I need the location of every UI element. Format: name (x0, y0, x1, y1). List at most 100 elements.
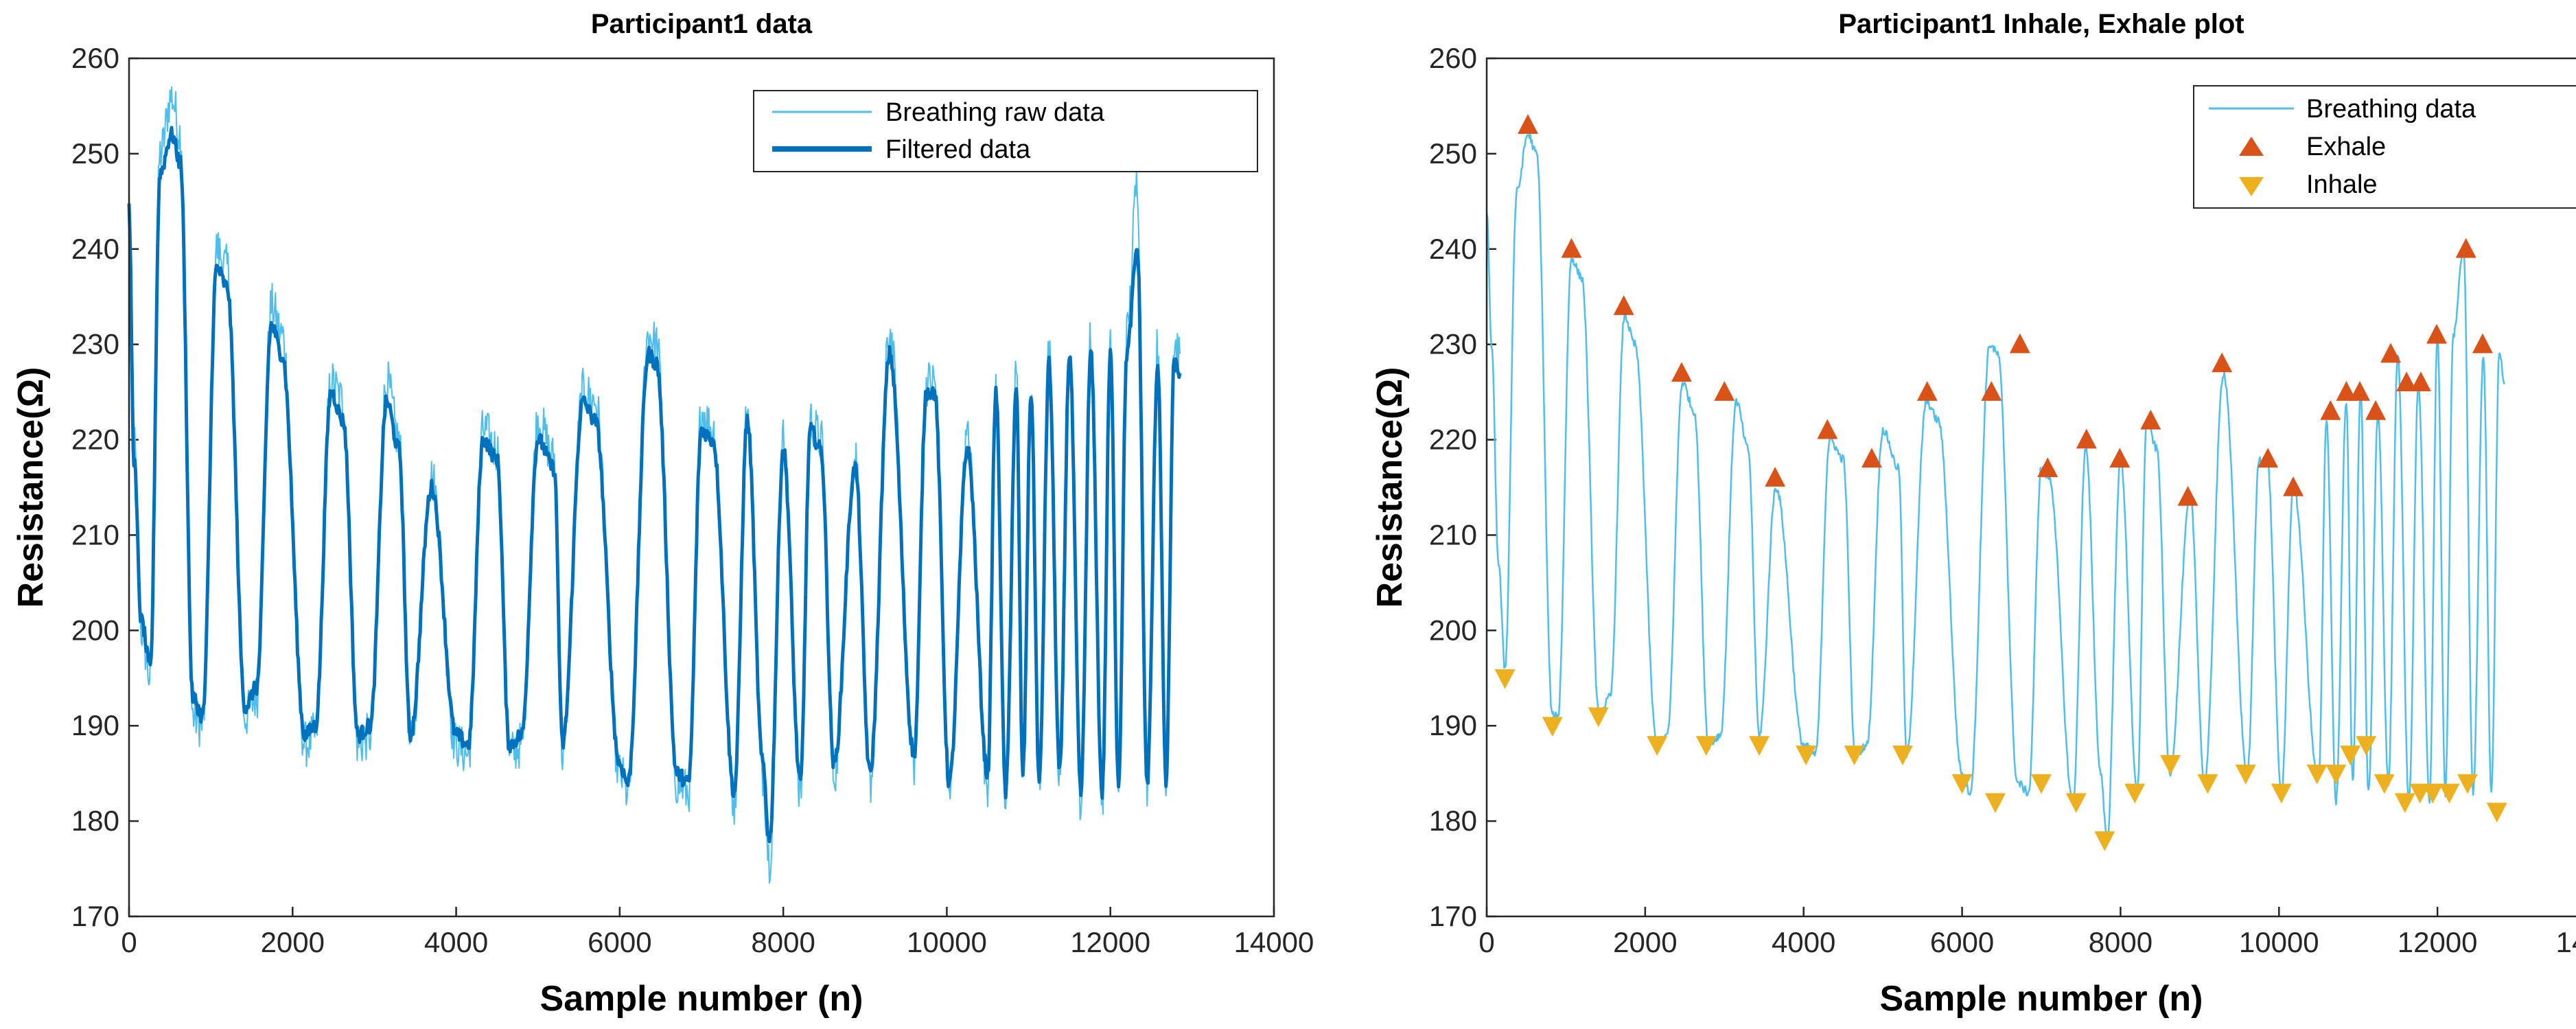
exhale-marker (1671, 362, 1692, 382)
y-tick-label: 210 (1429, 518, 1477, 551)
series-line-breathing-raw-data (128, 86, 1181, 884)
exhale-marker (2426, 323, 2447, 344)
series-line-filtered-data (127, 126, 1182, 844)
inhale-marker (1494, 669, 1516, 689)
y-tick-label: 170 (71, 900, 119, 932)
exhale-marker (2349, 381, 2371, 401)
legend-swatch-exhale (2239, 137, 2264, 156)
legend: Breathing data Exhale Inhale (2193, 85, 2576, 209)
inhale-marker (1647, 736, 1668, 756)
exhale-marker (2320, 400, 2341, 420)
x-axis-label: Sample number (n) (1880, 979, 2203, 1019)
exhale-marker (2258, 448, 2279, 468)
exhale-marker (2380, 343, 2402, 363)
x-tick-label: 6000 (1930, 926, 1994, 958)
inhale-marker (2235, 764, 2256, 785)
legend-label-inhale: Inhale (2306, 170, 2378, 199)
inhale-marker (1985, 793, 2006, 813)
exhale-marker (2410, 371, 2431, 392)
inhale-marker (2065, 793, 2087, 813)
exhale-marker (1916, 381, 1938, 401)
exhale-marker (1613, 295, 1634, 315)
y-tick-label: 200 (71, 614, 119, 646)
x-tick-label: 6000 (588, 926, 651, 958)
x-tick-label: 4000 (1772, 926, 1835, 958)
y-tick-label: 190 (71, 709, 119, 741)
inhale-marker (2439, 783, 2460, 804)
y-tick-label: 230 (1429, 328, 1477, 360)
x-tick-label: 14000 (2556, 926, 2576, 958)
x-tick-label: 10000 (907, 926, 987, 958)
exhale-marker (1561, 238, 1582, 258)
inhale-marker (1892, 745, 1913, 765)
y-tick-label: 210 (71, 518, 119, 551)
y-tick-label: 250 (1429, 137, 1477, 170)
x-tick-label: 0 (121, 926, 137, 958)
exhale-marker (1765, 467, 1786, 487)
exhale-marker (1981, 381, 2002, 401)
inhale-marker (2271, 783, 2292, 804)
exhale-marker (2212, 352, 2233, 373)
inhale-marker (2160, 754, 2181, 775)
inhale-marker (2486, 802, 2507, 823)
y-tick-label: 200 (1429, 614, 1477, 646)
y-axis-label: Resistance(Ω) (1370, 367, 1410, 608)
exhale-marker (2076, 428, 2097, 449)
legend-box (753, 90, 1258, 172)
x-tick-label: 0 (1478, 926, 1494, 958)
y-axis-label: Resistance(Ω) (11, 367, 51, 608)
x-tick-label: 2000 (261, 926, 325, 958)
y-tick-label: 230 (71, 328, 119, 360)
x-tick-label: 12000 (1070, 926, 1150, 958)
x-tick-label: 12000 (2398, 926, 2478, 958)
inhale-marker (1588, 707, 1609, 728)
legend-label-filtered: Filtered data (885, 135, 1031, 164)
tick-group: 0 2000 4000 6000 8000 10000 12000 14000 170 180 19… (1429, 42, 2576, 958)
x-axis-label: Sample number (n) (540, 979, 863, 1019)
inhale-marker (1844, 745, 1865, 765)
inhale-marker (2325, 764, 2347, 785)
chart-title: Participant1 data (591, 9, 813, 39)
series-group (1485, 114, 2507, 851)
legend-label-raw: Breathing raw data (885, 98, 1105, 127)
y-tick-label: 240 (1429, 233, 1477, 265)
legend: Breathing raw data Filtered data (753, 90, 1258, 172)
exhale-marker (2037, 457, 2058, 478)
exhale-marker (2109, 448, 2131, 468)
inhale-marker (2394, 793, 2415, 813)
x-tick-label: 10000 (2239, 926, 2319, 958)
y-tick-label: 180 (1429, 805, 1477, 837)
chart-inhale-exhale: Participant1 Inhale, Exhale plot 0 2000 40… (1370, 9, 2576, 1019)
exhale-marker (2455, 238, 2476, 258)
axes-frame (128, 57, 1275, 918)
inhale-marker (1749, 736, 1770, 756)
exhale-marker (2283, 476, 2304, 496)
exhale-marker (2365, 400, 2387, 420)
inhale-marker (1542, 717, 1563, 737)
inhale-marker (1796, 745, 1817, 765)
x-tick-label: 8000 (2089, 926, 2153, 958)
y-tick-label: 240 (71, 233, 119, 265)
tick-group: 0 2000 4000 6000 8000 10000 12000 14000 170 180 19… (71, 42, 1314, 958)
axes-frame (1485, 57, 2576, 918)
exhale-marker (2140, 409, 2161, 430)
exhale-marker (2177, 485, 2198, 506)
legend-label-exhale: Exhale (2306, 132, 2386, 161)
x-tick-label: 4000 (424, 926, 488, 958)
legend-label-line: Breathing data (2306, 95, 2476, 124)
exhale-marker (2396, 371, 2417, 392)
inhale-marker (2457, 774, 2479, 794)
exhale-marker (1817, 419, 1838, 439)
y-tick-label: 190 (1429, 709, 1477, 741)
exhale-marker (2472, 333, 2493, 354)
exhale-marker (2336, 381, 2357, 401)
x-tick-label: 8000 (751, 926, 815, 958)
y-tick-label: 250 (71, 137, 119, 170)
exhale-marker (1714, 381, 1735, 401)
legend-swatch-inhale (2239, 177, 2264, 196)
y-tick-label: 220 (1429, 424, 1477, 456)
inhale-marker (2031, 774, 2052, 794)
inhale-marker (2374, 774, 2395, 794)
y-tick-label: 170 (1429, 900, 1477, 932)
y-tick-label: 260 (71, 42, 119, 74)
